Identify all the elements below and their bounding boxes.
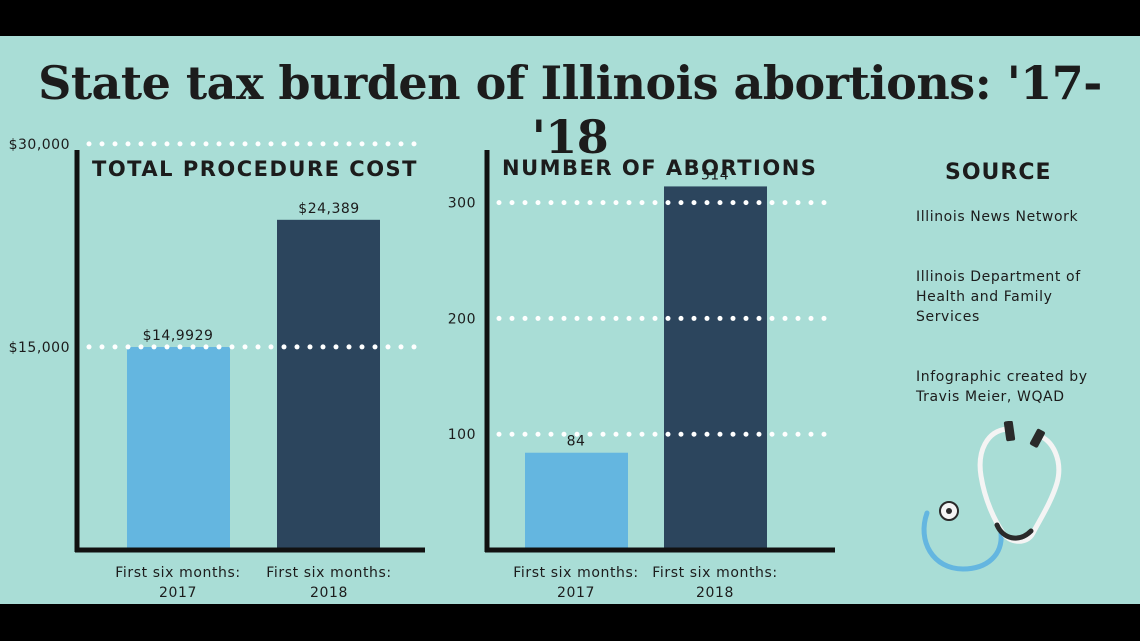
x-tick-label: 2017 bbox=[159, 585, 197, 601]
y-tick-label: $15,000 bbox=[9, 340, 70, 356]
chart-cost: $14,9929 First six months: 2017 $24,389 Firs… bbox=[9, 137, 428, 601]
bar bbox=[664, 186, 767, 550]
x-tick-label: First six months: bbox=[513, 565, 638, 581]
infographic: State tax burden of Illinois abortions: … bbox=[0, 36, 1140, 604]
x-tick-label: 2018 bbox=[696, 585, 734, 601]
bar bbox=[277, 219, 380, 550]
y-tick-label: $30,000 bbox=[9, 137, 70, 153]
x-tick-label: First six months: bbox=[115, 565, 240, 581]
chart-title-cost: TOTAL PROCEDURE COST bbox=[92, 157, 419, 181]
source-item: Infographic created by Travis Meier, WQA… bbox=[916, 369, 1088, 405]
data-label: $24,389 bbox=[298, 201, 359, 217]
page-title: State tax burden of Illinois abortions: … bbox=[38, 56, 1102, 164]
data-label: 84 bbox=[567, 434, 586, 450]
source-heading: SOURCE bbox=[945, 160, 1052, 185]
x-tick-label: First six months: bbox=[652, 565, 777, 581]
data-label: 314 bbox=[701, 167, 729, 183]
y-tick-label: 300 bbox=[448, 196, 476, 212]
y-tick-label: 100 bbox=[448, 427, 476, 443]
chart-count: 84 First six months: 2017 314 First six mont… bbox=[448, 150, 835, 601]
x-tick-label: 2017 bbox=[557, 585, 595, 601]
x-tick-label: 2018 bbox=[310, 585, 348, 601]
source-item: Illinois News Network bbox=[916, 209, 1079, 225]
data-label: $14,9929 bbox=[143, 328, 214, 344]
stethoscope-icon bbox=[921, 421, 1062, 572]
bar bbox=[127, 347, 230, 550]
charts-canvas: $14,9929 First six months: 2017 $24,389 Firs… bbox=[9, 137, 835, 601]
bar bbox=[525, 452, 628, 550]
chart-title-count: NUMBER OF ABORTIONS bbox=[502, 156, 818, 180]
x-tick-label: First six months: bbox=[266, 565, 391, 581]
source-item: Illinois Department of Health and Family… bbox=[916, 269, 1081, 325]
y-tick-label: 200 bbox=[448, 311, 476, 327]
